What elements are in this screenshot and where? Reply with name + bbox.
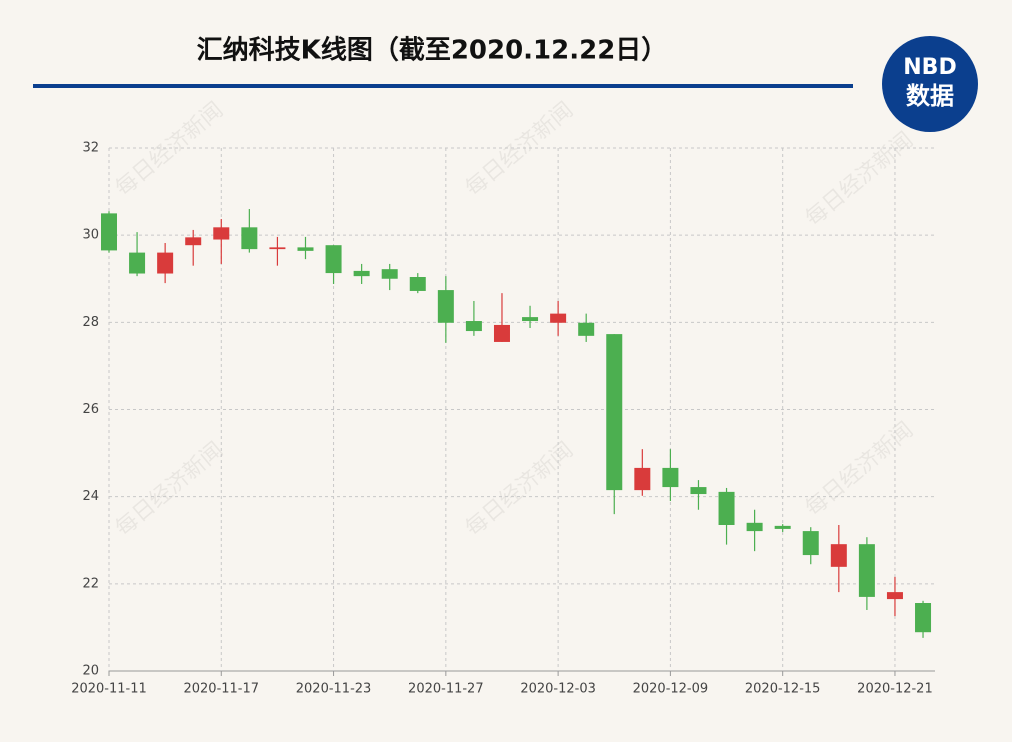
- x-tick-label: 2020-12-09: [633, 682, 709, 697]
- candle-body: [886, 592, 903, 600]
- candle-body: [662, 467, 679, 488]
- candle-body: [802, 531, 819, 556]
- chart-title: 汇纳科技K线图（截至2020.12.22日）: [197, 35, 668, 66]
- candle-body: [550, 313, 567, 323]
- candle-body: [129, 252, 146, 274]
- candle-body: [241, 227, 258, 250]
- candle-body: [437, 290, 454, 323]
- candle-body: [269, 247, 286, 250]
- y-tick-label: 28: [82, 315, 99, 330]
- plot: 20 22 24 26 28 30 32 2020-11-11 2020-11-17 2020-1…: [71, 141, 935, 697]
- candle-body: [381, 269, 398, 279]
- x-tick-label: 2020-11-23: [296, 682, 372, 697]
- candle-body: [606, 334, 623, 491]
- x-tick-label: 2020-11-17: [183, 682, 259, 697]
- title-rule: [33, 84, 853, 88]
- logo-text: 数据: [906, 82, 954, 110]
- logo: [882, 36, 978, 132]
- candle-body: [465, 321, 482, 332]
- candle-body: [325, 245, 342, 274]
- candle-body: [493, 324, 510, 342]
- x-tick-label: 2020-11-11: [71, 682, 147, 697]
- candle-body: [213, 227, 230, 240]
- candle-body: [634, 467, 651, 491]
- candle-body: [774, 525, 791, 529]
- y-tick-label: 26: [82, 402, 99, 417]
- logo-text: NBD: [903, 55, 956, 80]
- candle-body: [690, 487, 707, 495]
- candle-body: [522, 317, 539, 322]
- candle-body: [297, 247, 314, 251]
- y-tick-label: 32: [82, 141, 99, 156]
- x-tick-label: 2020-12-15: [745, 682, 821, 697]
- candle-body: [858, 544, 875, 597]
- candle-body: [409, 277, 426, 291]
- candle-body: [746, 522, 763, 532]
- candle-body: [185, 237, 202, 246]
- candle-body: [718, 491, 735, 525]
- candle-body: [915, 603, 932, 633]
- x-tick-label: 2020-12-03: [520, 682, 596, 697]
- y-tick-label: 22: [82, 576, 99, 591]
- candle-body: [830, 544, 847, 567]
- y-tick-label: 24: [82, 489, 99, 504]
- y-tick-label: 20: [82, 664, 99, 679]
- x-tick-label: 2020-12-21: [857, 682, 933, 697]
- candle-body: [578, 322, 595, 336]
- candle-body: [101, 213, 117, 251]
- candle-body: [353, 270, 370, 277]
- y-tick-label: 30: [82, 228, 99, 243]
- x-tick-label: 2020-11-27: [408, 682, 484, 697]
- candle-body: [157, 252, 174, 274]
